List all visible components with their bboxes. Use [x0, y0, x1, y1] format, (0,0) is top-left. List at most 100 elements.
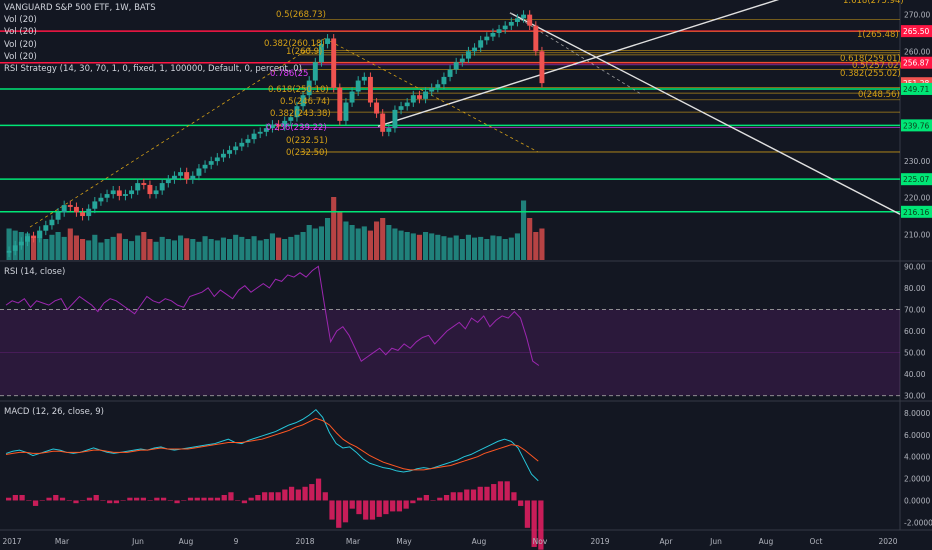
- volume-indicator-4[interactable]: Vol (20): [4, 51, 37, 62]
- rsi-strategy-indicator[interactable]: RSI Strategy (14, 30, 70, 1, 0, fixed, 1…: [4, 64, 303, 75]
- candle-body: [190, 175, 196, 180]
- macd-histogram-bar: [167, 500, 173, 501]
- volume-bar: [178, 235, 184, 260]
- candle-body: [141, 183, 147, 185]
- volume-bar: [190, 239, 196, 260]
- volume-bar: [318, 226, 324, 260]
- macd-histogram-bar: [423, 494, 429, 501]
- volume-bar: [6, 228, 12, 260]
- volume-bar: [214, 240, 220, 260]
- price-label-box: [901, 25, 932, 38]
- macd-histogram-bar: [248, 497, 254, 501]
- candle-body: [465, 51, 471, 59]
- volume-bar: [276, 237, 282, 260]
- volume-bar: [527, 218, 533, 260]
- macd-histogram-bar: [275, 492, 281, 501]
- candle-body: [312, 62, 318, 81]
- volume-bar: [269, 233, 275, 260]
- macd-histogram-bar: [187, 497, 194, 501]
- macd-histogram-bar: [282, 489, 288, 501]
- macd-tick-label: -2.0000: [904, 518, 932, 527]
- volume-bar: [116, 233, 122, 260]
- volume-indicator-1[interactable]: Vol (20): [4, 15, 37, 26]
- rsi-pane[interactable]: 30.00 40.00 50.00 60.00 70.00 80.00 90.00: [0, 262, 926, 401]
- candle-body: [502, 25, 508, 30]
- fib-label: 0.618(250.10): [268, 85, 329, 95]
- candle-body: [122, 194, 128, 196]
- volume-bar: [239, 236, 245, 260]
- macd-pane[interactable]: -2.0000 0.0000 2.0000 4.0000 6.0000 8.0000: [5, 409, 932, 550]
- candle-body: [398, 106, 404, 110]
- candle-body: [61, 205, 67, 213]
- volume-bar: [294, 234, 300, 260]
- macd-histogram-bar: [268, 492, 274, 501]
- macd-histogram-bar: [356, 500, 362, 515]
- fib-label: 0.5(257.02): [852, 61, 902, 71]
- price-label-box: [901, 56, 932, 69]
- candle-body: [208, 161, 214, 165]
- time-axis[interactable]: 2017 Mar Jun Aug 9 2018 Mar May Aug Nov 2019 Apr Jun…: [2, 537, 897, 546]
- macd-histogram-bar: [315, 478, 322, 501]
- macd-histogram-bar: [464, 489, 470, 501]
- candle-body: [496, 29, 502, 33]
- rsi-tick-label: 50.00: [904, 349, 926, 358]
- price-label-text: 216.16: [903, 208, 929, 217]
- macd-tick-label: 0.0000: [904, 496, 930, 505]
- fib-label: 0.236(239.22): [266, 123, 327, 133]
- macd-histogram-bar: [46, 497, 52, 501]
- time-tick-label: Apr: [660, 537, 674, 546]
- volume-bar: [472, 237, 478, 260]
- volume-bar: [61, 236, 67, 260]
- volume-bar: [312, 228, 318, 260]
- fib-anchor-line: [509, 12, 641, 94]
- candle-body: [355, 80, 361, 92]
- volume-bar: [49, 234, 55, 260]
- candle-body: [343, 102, 349, 121]
- candle-body: [37, 230, 43, 239]
- macd-pane-label[interactable]: MACD (12, 26, close, 9): [4, 407, 104, 417]
- macd-histogram-bar: [93, 494, 99, 501]
- candle-body: [539, 51, 545, 84]
- fib-label: 0.382(255.02): [840, 69, 901, 79]
- volume-indicator-2[interactable]: Vol (20): [4, 27, 37, 38]
- volume-indicator-3[interactable]: Vol (20): [4, 39, 37, 50]
- candle-body: [508, 21, 514, 26]
- candle-body: [521, 14, 527, 19]
- volume-bar: [80, 239, 86, 260]
- candle-body: [435, 84, 441, 88]
- fib-anchor-line: [29, 38, 326, 228]
- macd-histogram-bar: [113, 500, 120, 504]
- symbol-title[interactable]: VANGUARD S&P 500 ETF, 1W, BATS: [4, 3, 156, 13]
- fib-label: 0(232.51): [286, 136, 328, 146]
- candle-body: [263, 128, 269, 132]
- signal-line: [5, 417, 539, 471]
- time-tick-label: Mar: [346, 537, 361, 546]
- volume-bar: [374, 221, 380, 260]
- macd-histogram-bar: [127, 497, 133, 501]
- rsi-pane-label[interactable]: RSI (14, close): [4, 267, 66, 277]
- volume-bar: [86, 240, 92, 260]
- macd-histogram-bar: [531, 500, 537, 547]
- volume-bar: [478, 236, 484, 260]
- macd-tick-label: 6.0000: [904, 431, 930, 440]
- volume-bar: [129, 241, 135, 260]
- candle-body: [300, 95, 306, 107]
- candle-body: [416, 95, 422, 99]
- volume-bar: [73, 235, 79, 260]
- volume-bar: [171, 240, 177, 260]
- candle-body: [325, 38, 331, 44]
- macd-histogram-bar: [443, 494, 450, 501]
- volume-bar: [423, 232, 429, 260]
- candle-body: [337, 87, 343, 121]
- volume-bar: [435, 234, 441, 260]
- candle-body: [43, 225, 49, 231]
- volume-bar: [361, 226, 367, 260]
- candle-body: [55, 212, 61, 220]
- candle-body: [153, 190, 159, 195]
- fib-label: 1(265.48): [857, 30, 899, 40]
- volume-bar: [263, 239, 269, 260]
- volume-bar: [392, 228, 398, 260]
- price-label-box: [901, 82, 932, 95]
